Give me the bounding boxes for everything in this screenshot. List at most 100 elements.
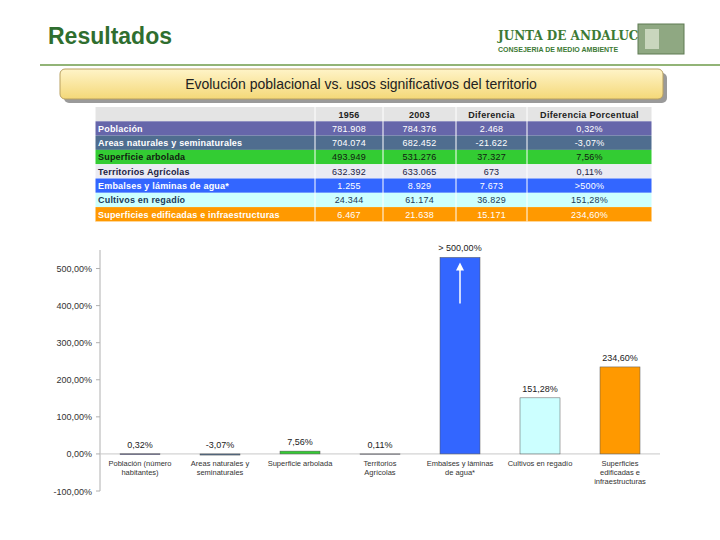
table-row [95,207,652,221]
table-cell: 682.452 [403,138,437,148]
y-tick-label: 300,00% [56,338,92,348]
bar [200,454,240,455]
table-cell: 36.829 [477,195,506,205]
table-column-rule [383,107,384,221]
y-tick [96,342,100,343]
data-label: -3,07% [206,440,235,450]
x-tick-label: Superficie arbolada [268,459,333,468]
table-row-label: Territorios Agrícolas [98,167,190,177]
x-tick-label-line: Superficies [601,459,638,468]
table-column-rule [652,107,653,221]
table-column-rule [95,107,96,221]
header-rule [40,64,720,66]
table-cell: 151,28% [571,195,608,205]
table-cell: 0,32% [576,124,603,134]
table-cell: 37.327 [477,152,506,162]
table-cell: 8.929 [408,181,432,191]
table-header-cell: Diferencia Porcentual [540,110,639,120]
x-tick-label-line: edificadas e [600,468,640,477]
table-row [95,193,652,207]
data-label: > 500,00% [438,243,481,253]
x-tick-label-line: Territorios [364,459,397,468]
table-row-label: Cultivos en regadío [98,195,186,205]
table-column-rule [527,107,528,221]
x-tick-label: Superficiesedificadas einfraestructuras [594,459,646,486]
chart-title: Evolución poblacional vs. usos significa… [185,76,537,92]
table-cell: 2.468 [480,124,504,134]
table-row-label: Superficie arbolada [98,152,186,162]
table-row [95,121,652,135]
table-cell: 781.908 [332,124,366,134]
table-cell: 24.344 [335,195,364,205]
y-tick [96,305,100,306]
table-header-cell: 1956 [338,110,359,120]
table-cell: 7,56% [576,152,603,162]
table-header-cell: Diferencia [468,110,515,120]
organization: JUNTA DE ANDALUCIA [497,29,654,43]
table-header-row [95,107,652,121]
y-tick [96,268,100,269]
x-tick-label: Cultivos en regadío [508,459,573,468]
table-row-label: Población [98,124,143,134]
overflow-arrow [459,265,461,303]
slide-title: Resultados [48,23,172,49]
y-tick [96,453,100,454]
bar [440,257,480,454]
department: CONSEJERIA DE MEDIO AMBIENTE [498,46,618,53]
x-tick-label-line: infraestructuras [594,477,646,486]
table-row [95,136,652,150]
table-column-rule [315,107,316,221]
table-column-rule [456,107,457,221]
y-tick-label: 100,00% [56,412,92,422]
overflow-arrowhead [456,262,464,270]
table-cell: -21.622 [476,138,508,148]
logo [638,24,684,54]
chart: -100,00%0,00%100,00%200,00%300,00%400,00… [53,243,660,496]
table-cell: >500% [575,181,604,191]
table-cell: 7.673 [480,181,504,191]
table-row-label: Areas naturales y seminaturales [98,138,242,148]
x-tick-label-line: habitantes) [121,468,159,477]
slide: Resultados JUNTA DE ANDALUCIA CONSEJERIA D… [0,0,720,540]
table-row [95,150,652,164]
data-label: 0,11% [368,440,393,450]
x-tick-label-line: Superficie arbolada [268,459,333,468]
data-label: 0,32% [127,440,153,450]
y-tick-label: 500,00% [56,264,92,274]
table-cell: 673 [484,167,500,177]
table-cell: 633.065 [403,167,437,177]
y-tick-label: 400,00% [56,301,92,311]
y-axis-line [100,250,101,491]
y-tick [96,416,100,417]
table-cell: 704.074 [332,138,366,148]
bar [600,367,640,454]
bar [360,453,400,455]
table-row-label: Superficies edificadas e infraestructura… [98,210,280,220]
table-cell: 632.392 [332,167,366,177]
table-cell: -3,07% [575,138,605,148]
y-tick-label: 0,00% [66,449,92,459]
table-cell: 0,11% [577,167,603,177]
table-cell: 6.467 [337,210,361,220]
x-tick-label: Embalses y láminasde agua* [427,459,494,477]
x-tick-label: Areas naturales yseminaturales [191,459,250,477]
y-tick [96,491,100,492]
table-cell: 21.638 [405,210,434,220]
y-tick [96,379,100,380]
table-row-label: Embalses y láminas de agua* [98,181,229,191]
table-row [95,179,652,193]
table-cell: 61.174 [405,195,434,205]
table-cell: 1.255 [337,181,361,191]
x-tick-label-line: Agrícolas [364,468,396,477]
bar [120,453,160,455]
data-label: 151,28% [522,384,558,394]
x-tick-label-line: seminaturales [197,468,244,477]
x-tick-label-line: Embalses y láminas [427,459,494,468]
bar [520,398,560,454]
title-box [60,69,663,99]
table-cell: 531.276 [403,152,437,162]
table: 19562003DiferenciaDiferencia PorcentualP… [95,107,652,221]
y-tick-label: 200,00% [56,375,92,385]
table-cell: 15.171 [477,210,506,220]
table-cell: 493.949 [332,152,366,162]
